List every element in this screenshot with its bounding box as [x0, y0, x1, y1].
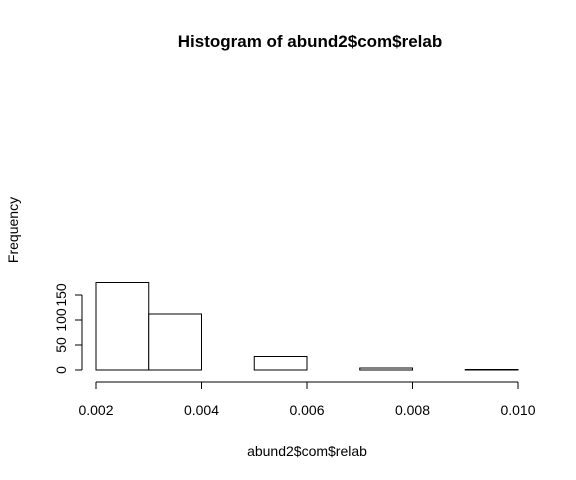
bars-group [95, 282, 519, 371]
y-axis-label: Frequency [5, 197, 21, 263]
chart-title: Histogram of abund2$com$relab [178, 32, 443, 51]
y-tick-label-1: 50 [53, 337, 69, 353]
x-tick-label-0: 0.002 [78, 402, 113, 418]
x-tick-label-1: 0.004 [184, 402, 219, 418]
y-tick-label-3: 150 [53, 283, 69, 307]
x-axis: 0.002 0.004 0.006 0.008 0.010 [78, 381, 536, 418]
x-tick-label-3: 0.008 [395, 402, 430, 418]
histogram-bar-5 [359, 367, 413, 371]
histogram-bar-7 [464, 369, 519, 371]
x-tick-label-2: 0.006 [289, 402, 324, 418]
histogram-bar-0 [95, 282, 150, 371]
y-tick-label-0: 0 [53, 366, 69, 374]
x-tick-label-4: 0.010 [500, 402, 535, 418]
histogram-bar-3 [253, 356, 308, 371]
x-axis-label: abund2$com$relab [247, 443, 367, 459]
histogram-bar-1 [148, 313, 202, 371]
y-tick-label-2: 100 [53, 308, 69, 332]
